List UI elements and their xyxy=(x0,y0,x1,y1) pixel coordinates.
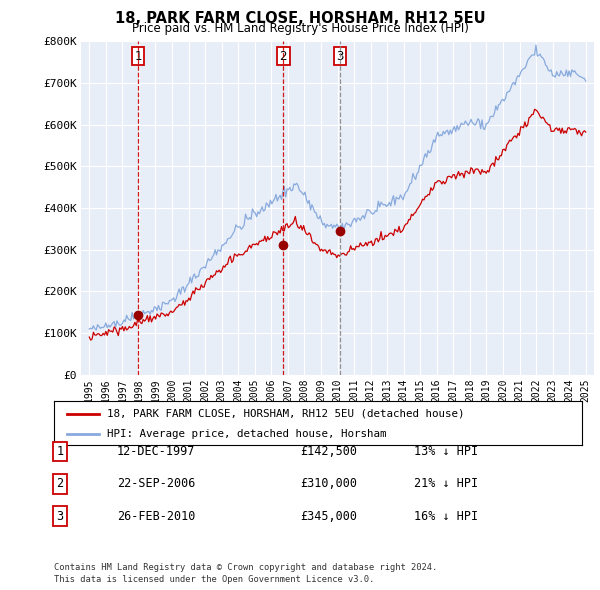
Text: £310,000: £310,000 xyxy=(300,477,357,490)
Text: 18, PARK FARM CLOSE, HORSHAM, RH12 5EU: 18, PARK FARM CLOSE, HORSHAM, RH12 5EU xyxy=(115,11,485,25)
Text: Contains HM Land Registry data © Crown copyright and database right 2024.: Contains HM Land Registry data © Crown c… xyxy=(54,563,437,572)
Text: 3: 3 xyxy=(56,510,64,523)
Text: 26-FEB-2010: 26-FEB-2010 xyxy=(117,510,196,523)
Text: 1: 1 xyxy=(134,50,142,63)
Text: 12-DEC-1997: 12-DEC-1997 xyxy=(117,445,196,458)
Text: 16% ↓ HPI: 16% ↓ HPI xyxy=(414,510,478,523)
Text: 21% ↓ HPI: 21% ↓ HPI xyxy=(414,477,478,490)
Text: 2: 2 xyxy=(280,50,287,63)
Text: £345,000: £345,000 xyxy=(300,510,357,523)
Text: HPI: Average price, detached house, Horsham: HPI: Average price, detached house, Hors… xyxy=(107,430,386,440)
Text: 18, PARK FARM CLOSE, HORSHAM, RH12 5EU (detached house): 18, PARK FARM CLOSE, HORSHAM, RH12 5EU (… xyxy=(107,409,464,418)
Text: Price paid vs. HM Land Registry's House Price Index (HPI): Price paid vs. HM Land Registry's House … xyxy=(131,22,469,35)
Text: 1: 1 xyxy=(56,445,64,458)
Text: This data is licensed under the Open Government Licence v3.0.: This data is licensed under the Open Gov… xyxy=(54,575,374,584)
Text: 22-SEP-2006: 22-SEP-2006 xyxy=(117,477,196,490)
Text: £142,500: £142,500 xyxy=(300,445,357,458)
Text: 2: 2 xyxy=(56,477,64,490)
Text: 13% ↓ HPI: 13% ↓ HPI xyxy=(414,445,478,458)
Text: 3: 3 xyxy=(336,50,344,63)
